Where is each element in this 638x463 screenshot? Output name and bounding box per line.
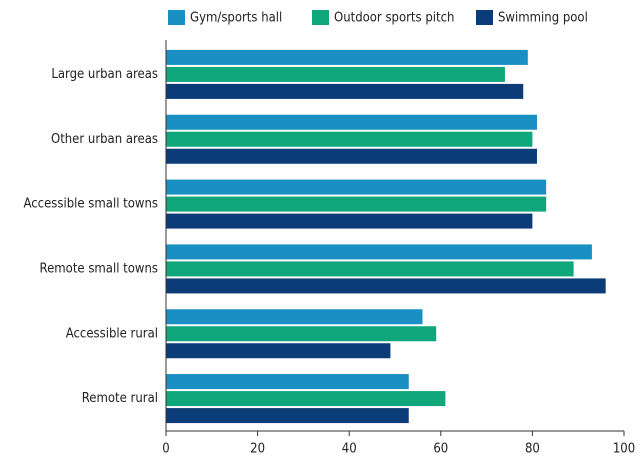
legend-label: Swimming pool bbox=[498, 11, 588, 26]
x-tick-label: 100 bbox=[613, 442, 635, 457]
y-tick-label: Accessible small towns bbox=[23, 197, 158, 212]
bar bbox=[166, 66, 505, 82]
x-tick-label: 80 bbox=[525, 442, 540, 457]
bar bbox=[166, 83, 524, 99]
bar bbox=[166, 391, 446, 407]
legend-label: Gym/sports hall bbox=[190, 11, 282, 26]
y-tick-label: Remote rural bbox=[82, 391, 158, 406]
bar bbox=[166, 114, 537, 130]
bar bbox=[166, 148, 537, 164]
bar bbox=[166, 326, 437, 342]
bar bbox=[166, 244, 592, 260]
bar bbox=[166, 179, 547, 195]
bar bbox=[166, 278, 606, 294]
legend-swatch bbox=[312, 10, 329, 25]
x-tick-label: 0 bbox=[162, 442, 169, 457]
x-tick-label: 20 bbox=[250, 442, 265, 457]
y-tick-label: Large urban areas bbox=[51, 67, 158, 82]
bar bbox=[166, 213, 533, 229]
legend-label: Outdoor sports pitch bbox=[334, 11, 454, 26]
legend-swatch bbox=[476, 10, 493, 25]
x-tick-label: 40 bbox=[342, 442, 357, 457]
y-tick-label: Accessible rural bbox=[66, 326, 158, 341]
bar bbox=[166, 49, 528, 65]
bar bbox=[166, 261, 574, 277]
x-tick-label: 60 bbox=[433, 442, 448, 457]
y-tick-label: Other urban areas bbox=[51, 132, 158, 147]
bar bbox=[166, 408, 409, 424]
bar bbox=[166, 374, 409, 390]
legend-swatch bbox=[168, 10, 185, 25]
bar bbox=[166, 309, 423, 325]
bar bbox=[166, 343, 391, 359]
bar bbox=[166, 196, 547, 212]
y-tick-label: Remote small towns bbox=[40, 261, 158, 276]
bar bbox=[166, 131, 533, 147]
